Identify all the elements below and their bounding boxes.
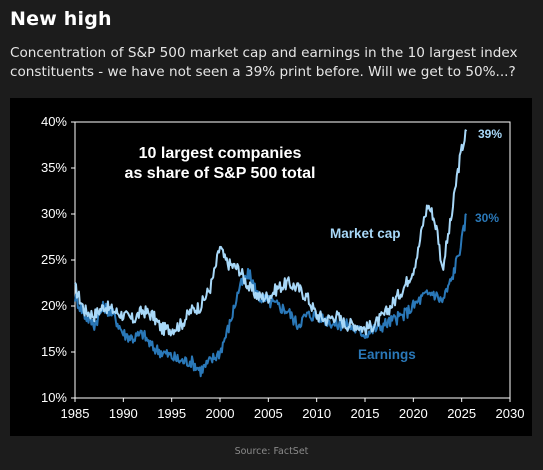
market-cap-end-label: 39% bbox=[478, 127, 502, 141]
chart-title-line1: 10 largest companies bbox=[139, 145, 302, 162]
headline: New high bbox=[10, 8, 112, 30]
chart-panel: 10% 15% 20% 25% 30% 35% 40% 1985 1990 1995 2000 200… bbox=[10, 98, 532, 436]
line-chart: 10% 15% 20% 25% 30% 35% 40% 1985 1990 1995 2000 200… bbox=[10, 98, 532, 436]
y-tick-label: 25% bbox=[41, 252, 67, 267]
x-tick-label: 1995 bbox=[157, 406, 186, 421]
x-tick-label: 2030 bbox=[496, 406, 525, 421]
y-tick-label: 35% bbox=[41, 160, 67, 175]
y-tick-label: 10% bbox=[41, 390, 67, 405]
market-cap-label: Market cap bbox=[330, 226, 401, 241]
earnings-end-label: 30% bbox=[475, 211, 499, 225]
chart-title-line2: as share of S&P 500 total bbox=[125, 165, 316, 182]
y-tick-label: 40% bbox=[41, 114, 67, 129]
x-tick-label: 2000 bbox=[206, 406, 235, 421]
axes: 10% 15% 20% 25% 30% 35% 40% 1985 1990 1995 2000 200… bbox=[41, 114, 524, 421]
y-tick-label: 15% bbox=[41, 344, 67, 359]
earnings-line bbox=[74, 213, 468, 378]
x-tick-label: 2005 bbox=[254, 406, 283, 421]
earnings-label: Earnings bbox=[358, 347, 416, 362]
y-tick-label: 30% bbox=[41, 206, 67, 221]
chart-background bbox=[10, 98, 532, 436]
source-note: Source: FactSet bbox=[234, 446, 309, 457]
x-tick-label: 1990 bbox=[109, 406, 138, 421]
x-tick-label: 2010 bbox=[302, 406, 331, 421]
x-tick-label: 2025 bbox=[447, 406, 476, 421]
x-tick-label: 1985 bbox=[61, 406, 90, 421]
market-cap-line bbox=[74, 129, 468, 337]
x-tick-label: 2020 bbox=[399, 406, 428, 421]
y-tick-label: 20% bbox=[41, 298, 67, 313]
x-tick-label: 2015 bbox=[351, 406, 380, 421]
subtitle: Concentration of S&P 500 market cap and … bbox=[10, 45, 518, 80]
series-layer bbox=[74, 129, 468, 378]
